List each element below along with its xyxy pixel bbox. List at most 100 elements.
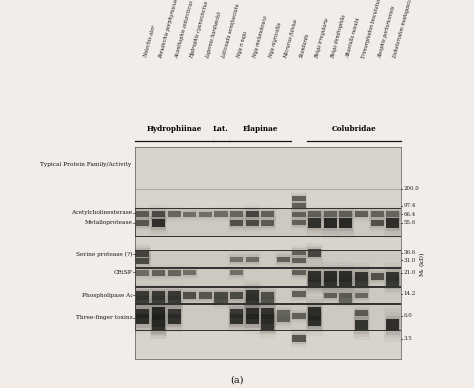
Bar: [275, 311, 292, 327]
Bar: [229, 312, 244, 327]
Bar: [291, 267, 307, 279]
Bar: [339, 278, 353, 287]
Bar: [261, 211, 274, 217]
Bar: [228, 253, 245, 267]
Bar: [307, 300, 322, 327]
Bar: [339, 268, 353, 285]
Text: Lioheterodon madagascariensis: Lioheterodon madagascariensis: [393, 0, 418, 59]
Bar: [246, 314, 259, 324]
Bar: [308, 315, 321, 326]
Bar: [136, 268, 150, 277]
Bar: [308, 303, 322, 324]
Bar: [337, 288, 354, 303]
Text: Acanthophis antarcticus: Acanthophis antarcticus: [174, 0, 194, 59]
Bar: [136, 248, 150, 258]
Bar: [385, 273, 401, 292]
Bar: [135, 208, 151, 220]
Bar: [213, 208, 229, 220]
Bar: [150, 211, 167, 235]
Bar: [150, 284, 167, 307]
Bar: [229, 208, 245, 220]
Bar: [152, 307, 165, 320]
Bar: [292, 218, 306, 227]
Bar: [245, 284, 260, 307]
Bar: [322, 289, 338, 301]
Bar: [260, 293, 275, 307]
Bar: [353, 288, 370, 303]
Bar: [150, 265, 167, 281]
Bar: [182, 208, 198, 220]
Bar: [292, 201, 306, 210]
Bar: [337, 269, 354, 295]
Bar: [337, 208, 354, 238]
Bar: [229, 218, 244, 229]
Bar: [337, 206, 354, 222]
Bar: [150, 205, 167, 223]
Bar: [354, 290, 369, 301]
Bar: [339, 296, 353, 304]
Text: Acetylcholinesterase: Acetylcholinesterase: [71, 211, 132, 215]
Bar: [167, 306, 182, 321]
Bar: [322, 208, 338, 220]
Bar: [259, 206, 276, 222]
Bar: [292, 270, 306, 275]
Bar: [292, 290, 306, 298]
Bar: [212, 206, 229, 222]
Bar: [259, 291, 276, 309]
Bar: [354, 266, 369, 287]
Bar: [135, 254, 151, 267]
Bar: [182, 289, 198, 302]
Bar: [306, 262, 323, 291]
Bar: [151, 209, 166, 219]
Bar: [135, 244, 151, 263]
Bar: [151, 289, 166, 302]
Bar: [167, 268, 182, 277]
Bar: [214, 297, 228, 303]
Bar: [151, 311, 166, 331]
Bar: [152, 322, 165, 331]
Bar: [244, 299, 261, 328]
Bar: [292, 336, 306, 342]
Bar: [214, 210, 228, 218]
Bar: [260, 308, 275, 331]
Text: Trimorphodon biscutatus lambda: Trimorphodon biscutatus lambda: [362, 0, 388, 59]
Bar: [276, 309, 291, 318]
Bar: [228, 213, 245, 232]
Bar: [291, 200, 307, 211]
Bar: [308, 211, 321, 217]
Bar: [166, 303, 182, 324]
Bar: [338, 211, 354, 235]
Bar: [245, 215, 260, 230]
Bar: [370, 271, 384, 282]
Bar: [291, 193, 307, 204]
Bar: [355, 293, 368, 298]
Bar: [260, 208, 275, 220]
Bar: [168, 309, 181, 318]
Bar: [292, 203, 306, 208]
Bar: [152, 315, 165, 327]
Bar: [385, 275, 400, 289]
Bar: [245, 209, 259, 220]
Bar: [152, 270, 165, 275]
Bar: [245, 206, 260, 222]
Bar: [199, 211, 212, 217]
Bar: [137, 291, 149, 300]
Bar: [151, 292, 166, 308]
Text: Typical Protein Family/Activity: Typical Protein Family/Activity: [40, 162, 131, 167]
Bar: [385, 315, 400, 334]
Bar: [136, 218, 150, 228]
Bar: [292, 211, 306, 217]
Bar: [151, 286, 166, 305]
Bar: [369, 267, 385, 286]
Bar: [339, 298, 353, 303]
Text: 6.0: 6.0: [403, 314, 412, 319]
Bar: [151, 267, 166, 279]
Bar: [291, 255, 307, 266]
Bar: [275, 313, 291, 326]
Text: Standards: Standards: [299, 33, 310, 59]
Bar: [355, 211, 368, 217]
Bar: [229, 309, 245, 329]
Bar: [228, 206, 245, 222]
Bar: [291, 199, 308, 213]
Bar: [261, 295, 275, 305]
